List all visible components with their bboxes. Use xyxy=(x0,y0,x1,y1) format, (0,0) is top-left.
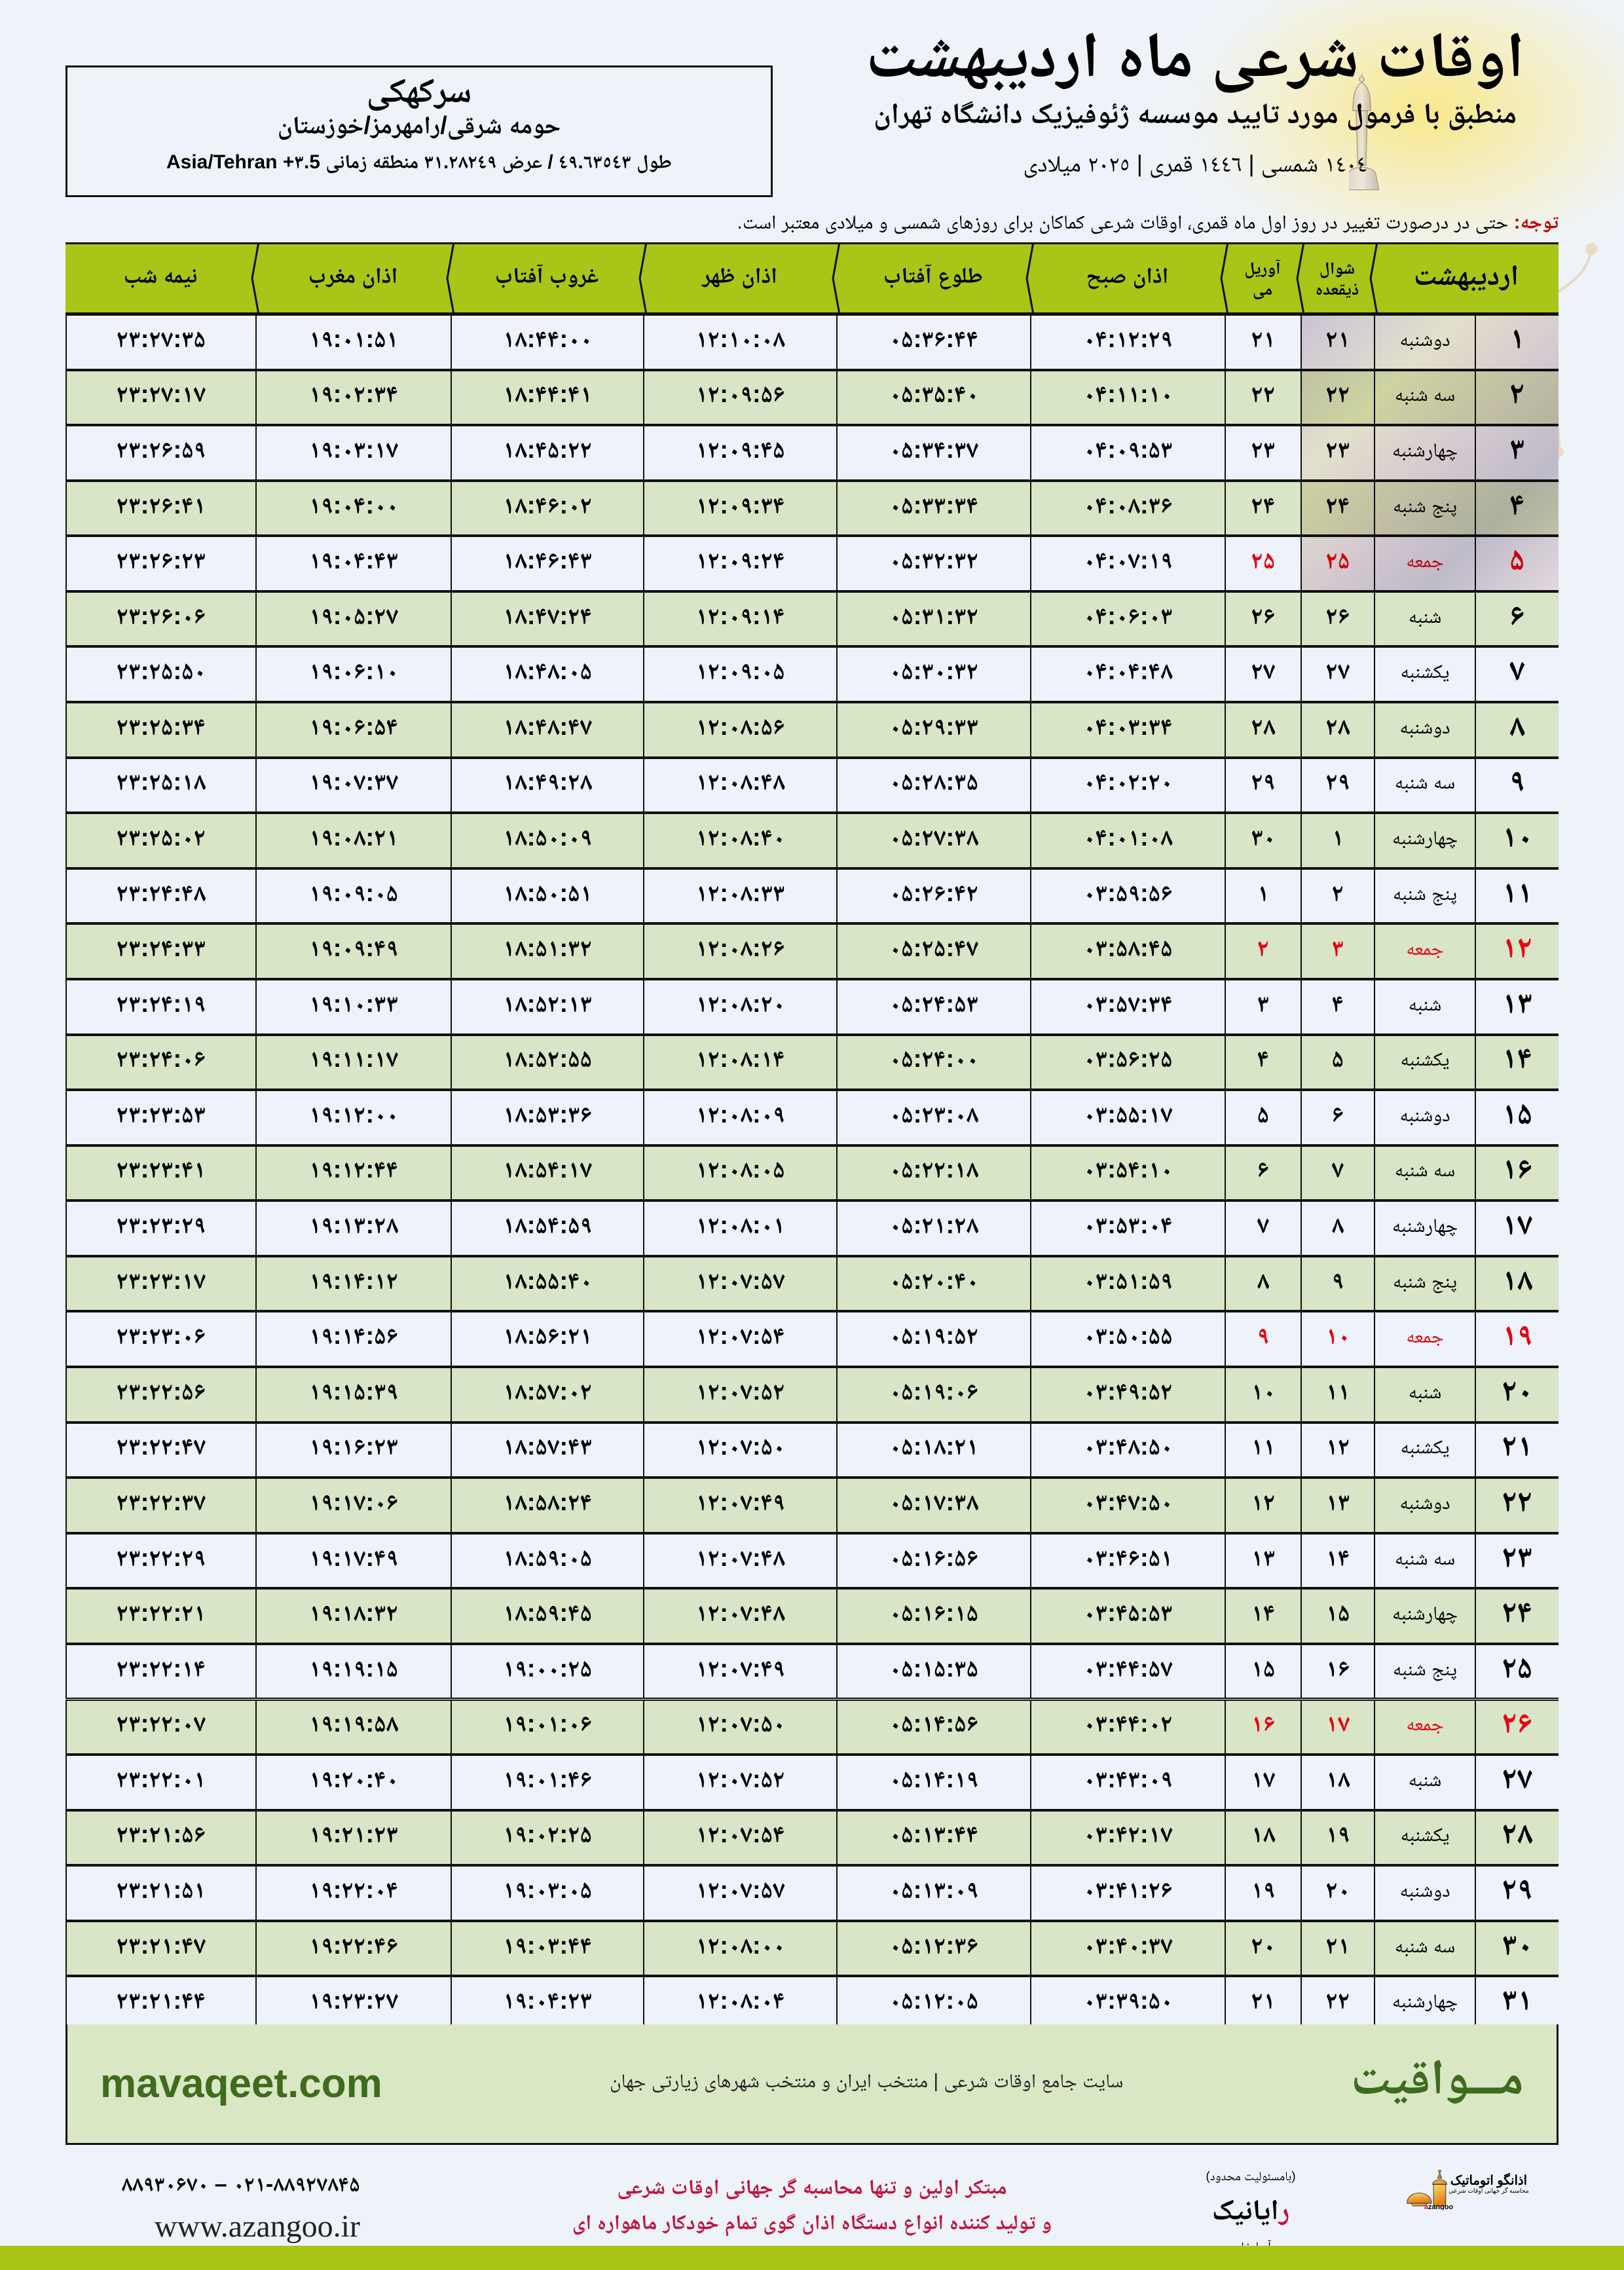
svg-text:azangoo: azangoo xyxy=(1424,2203,1454,2210)
svg-text:اذانگو اتوماتیک: اذانگو اتوماتیک xyxy=(1450,2172,1527,2188)
svg-text:محاسبه گر جهانی اوقات شرعی: محاسبه گر جهانی اوقات شرعی xyxy=(1449,2187,1528,2195)
